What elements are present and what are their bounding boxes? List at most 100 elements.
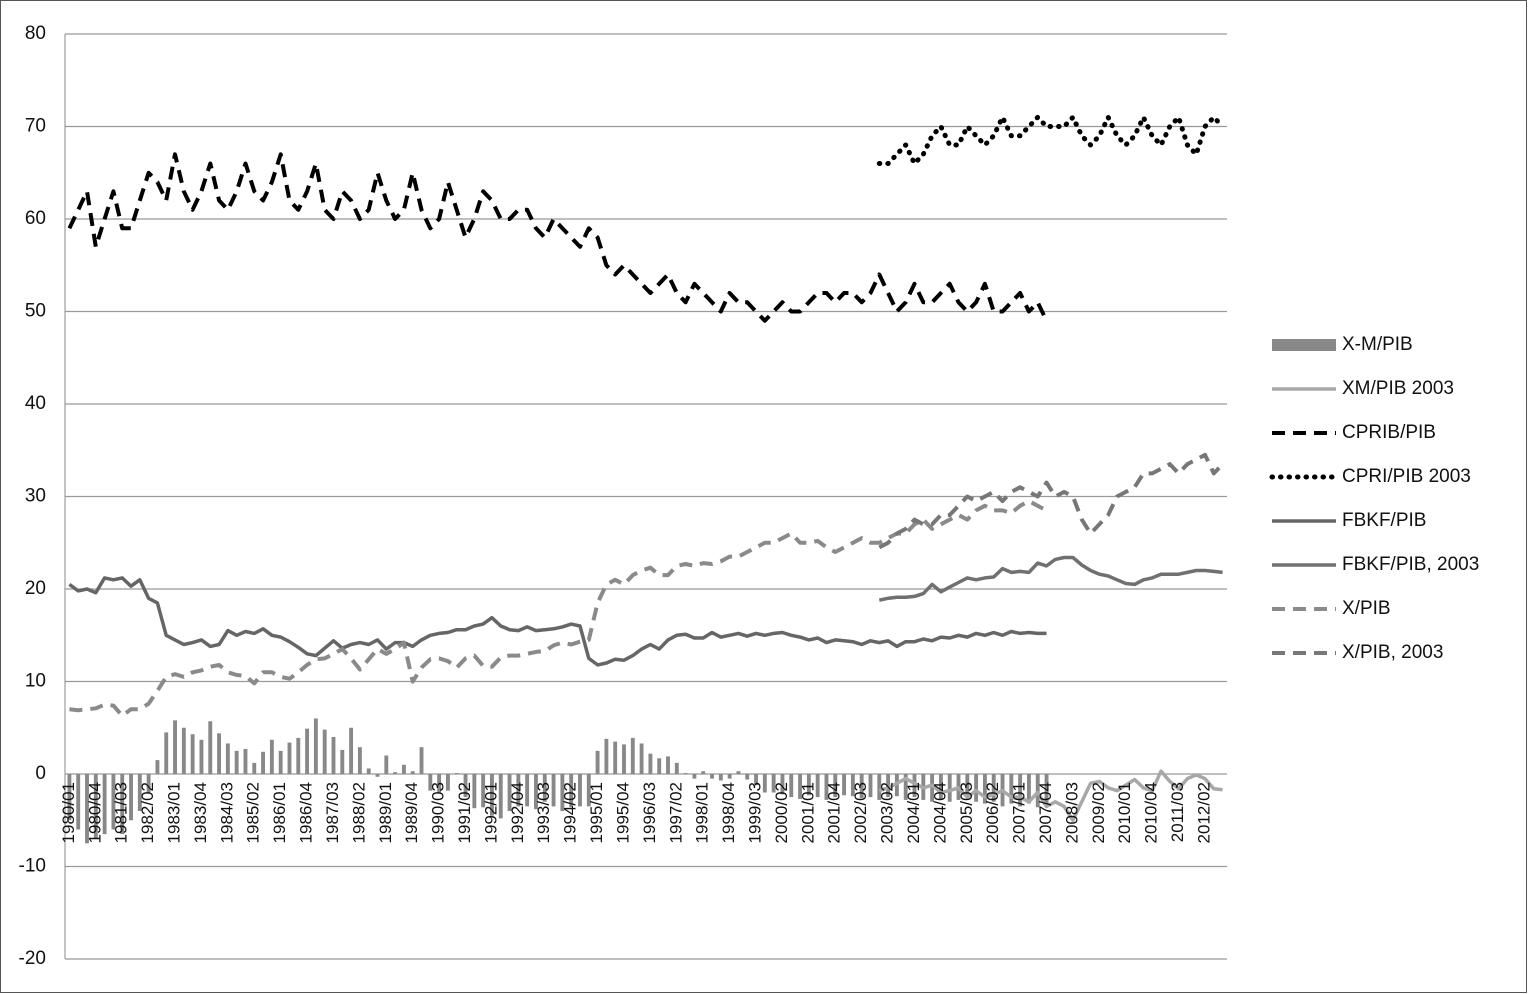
bar bbox=[938, 774, 943, 799]
bar bbox=[886, 774, 891, 798]
bar bbox=[181, 727, 186, 774]
bar bbox=[912, 774, 917, 798]
bar bbox=[313, 718, 318, 774]
y-tick-label: 40 bbox=[25, 393, 46, 414]
bar bbox=[419, 747, 424, 774]
x-tick-label: 1995/01 bbox=[587, 782, 606, 843]
bar bbox=[164, 732, 169, 774]
bar bbox=[569, 774, 574, 808]
bar bbox=[745, 774, 750, 780]
x-tick-label: 1985/02 bbox=[244, 782, 263, 843]
x-tick-label: 1983/01 bbox=[165, 782, 184, 843]
y-tick-label: 60 bbox=[25, 208, 46, 229]
bar bbox=[991, 774, 996, 802]
legend-label: CPRI/PIB 2003 bbox=[1342, 466, 1471, 487]
bar bbox=[199, 739, 204, 774]
x-tick-label: 1983/04 bbox=[191, 782, 210, 843]
x-tick-label: 1987/03 bbox=[323, 782, 342, 843]
bar bbox=[120, 774, 125, 835]
bar bbox=[173, 720, 177, 774]
line bbox=[876, 114, 1226, 166]
bar bbox=[965, 774, 970, 798]
bar bbox=[815, 774, 820, 798]
bar bbox=[692, 774, 697, 779]
bar bbox=[630, 737, 635, 774]
bar bbox=[974, 774, 979, 802]
x-tick-label: 1999/03 bbox=[746, 782, 765, 843]
legend-label: XM/PIB 2003 bbox=[1342, 378, 1454, 399]
x-tick-label: 1982/02 bbox=[138, 782, 157, 843]
x-tick-label: 1986/01 bbox=[270, 782, 289, 843]
bar bbox=[190, 734, 195, 774]
bar bbox=[595, 750, 600, 774]
x-tick-label: 2006/02 bbox=[983, 782, 1002, 843]
bar bbox=[903, 774, 908, 800]
bar bbox=[155, 760, 160, 774]
bar bbox=[287, 742, 292, 774]
x-tick-label: 1988/02 bbox=[349, 782, 368, 843]
bar bbox=[771, 774, 776, 793]
bar bbox=[674, 762, 679, 774]
y-tick-label: 50 bbox=[25, 301, 46, 322]
bar bbox=[516, 774, 521, 807]
bar bbox=[111, 774, 116, 830]
x-tick-label: 1992/04 bbox=[508, 782, 527, 843]
legend-label: X/PIB, 2003 bbox=[1342, 642, 1443, 663]
line bbox=[67, 152, 1049, 323]
x-tick-label: 1993/03 bbox=[534, 782, 553, 843]
bar bbox=[718, 774, 723, 781]
bar bbox=[666, 756, 670, 774]
x-tick-label: 1990/03 bbox=[429, 782, 448, 843]
bar bbox=[604, 738, 609, 774]
x-tick-label: 1997/02 bbox=[666, 782, 685, 843]
bar bbox=[384, 755, 389, 774]
bar bbox=[639, 743, 644, 774]
bar bbox=[102, 774, 107, 835]
bar bbox=[129, 774, 133, 821]
y-tick-label: 80 bbox=[25, 23, 46, 44]
line bbox=[878, 769, 1223, 823]
bar bbox=[76, 774, 81, 830]
bar bbox=[824, 774, 829, 800]
x-tick-label: 2010/04 bbox=[1142, 782, 1161, 843]
bar bbox=[1035, 774, 1040, 808]
x-tick-label: 1980/01 bbox=[59, 782, 78, 843]
bar bbox=[525, 774, 530, 807]
bar bbox=[762, 774, 767, 793]
y-tick-label: 0 bbox=[35, 763, 46, 784]
y-tick-label: 70 bbox=[25, 116, 46, 137]
x-tick-label: 2004/01 bbox=[904, 782, 923, 843]
x-tick-label: 2012/02 bbox=[1194, 782, 1213, 843]
bar bbox=[217, 733, 221, 774]
bar bbox=[67, 774, 72, 821]
x-tick-label: 2009/02 bbox=[1089, 782, 1108, 843]
legend-label: X-M/PIB bbox=[1342, 334, 1413, 355]
bar bbox=[982, 774, 987, 804]
legend-label: CPRIB/PIB bbox=[1342, 422, 1436, 443]
bar bbox=[683, 773, 688, 774]
bar bbox=[833, 774, 838, 798]
bar bbox=[859, 774, 864, 799]
bar bbox=[1018, 774, 1023, 807]
legend-label: FBKF/PIB, 2003 bbox=[1342, 554, 1479, 575]
legend-label: X/PIB bbox=[1342, 598, 1391, 619]
bar bbox=[736, 771, 741, 774]
x-tick-label: 1984/03 bbox=[217, 782, 236, 843]
x-tick-label: 2007/04 bbox=[1036, 782, 1055, 843]
bar bbox=[947, 774, 952, 802]
bar bbox=[754, 774, 758, 786]
line bbox=[68, 576, 1047, 667]
bar bbox=[490, 774, 494, 816]
bar bbox=[340, 749, 345, 774]
bar bbox=[93, 774, 98, 839]
bar bbox=[463, 774, 468, 798]
line bbox=[878, 555, 1223, 602]
bar bbox=[507, 774, 512, 811]
x-tick-label: 2002/03 bbox=[851, 782, 870, 843]
x-tick-label: 2000/02 bbox=[772, 782, 791, 843]
y-tick-label: -10 bbox=[19, 856, 46, 877]
bar bbox=[842, 774, 847, 796]
bar bbox=[234, 750, 239, 774]
bar bbox=[349, 727, 354, 774]
